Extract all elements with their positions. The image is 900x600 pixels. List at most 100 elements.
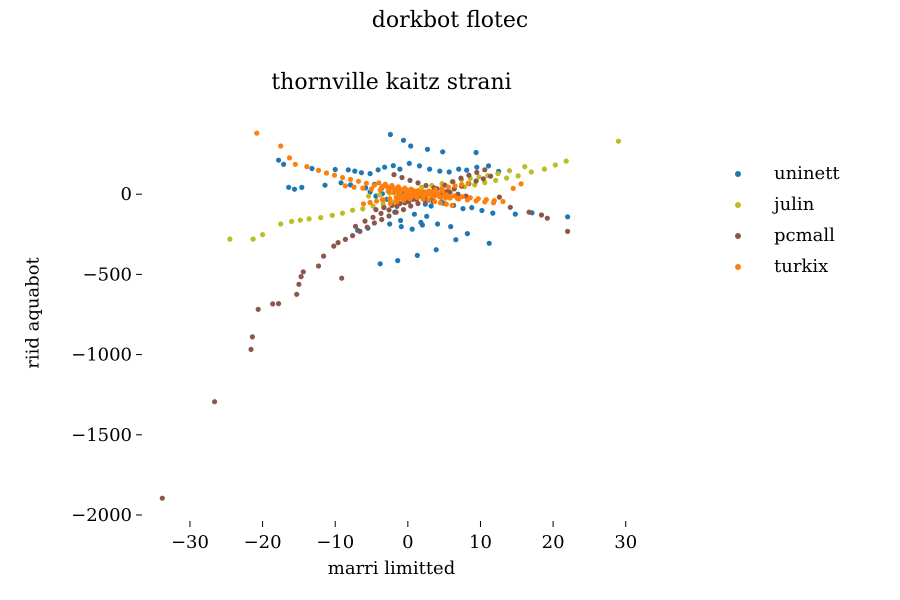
data-point — [398, 187, 404, 193]
legend-item-uninett: uninett — [726, 158, 840, 189]
data-point — [276, 301, 282, 307]
data-point — [431, 193, 437, 199]
data-point — [522, 164, 528, 170]
data-point — [395, 258, 401, 264]
legend-label: pcmall — [774, 225, 835, 246]
data-point — [544, 215, 550, 221]
data-point — [362, 218, 368, 224]
data-point — [474, 169, 480, 175]
data-point — [453, 237, 459, 243]
data-point — [270, 301, 276, 307]
legend-label: turkix — [774, 256, 829, 277]
data-point — [366, 193, 372, 199]
data-point — [440, 188, 446, 194]
data-point — [464, 167, 470, 173]
data-point — [432, 198, 438, 205]
data-point — [490, 200, 497, 206]
legend-item-turkix: turkix — [726, 251, 840, 282]
data-point — [429, 189, 435, 195]
legend-item-julin: julin — [726, 189, 840, 220]
data-point — [358, 170, 364, 176]
data-point — [405, 188, 411, 194]
data-point — [398, 224, 404, 230]
data-point — [437, 168, 443, 174]
data-point — [433, 189, 439, 195]
data-point — [473, 198, 479, 204]
data-point — [254, 130, 260, 136]
data-point — [289, 218, 295, 224]
data-point — [342, 236, 348, 242]
legend-label: julin — [774, 194, 815, 215]
data-point — [331, 172, 338, 178]
data-point — [294, 291, 300, 297]
legend-marker — [735, 201, 741, 208]
data-point — [472, 182, 478, 188]
data-point — [332, 166, 338, 173]
data-point — [364, 224, 370, 230]
data-point — [482, 199, 488, 205]
data-point — [456, 166, 462, 172]
data-point — [446, 169, 452, 175]
data-point — [322, 182, 328, 188]
data-point — [460, 206, 466, 212]
data-point — [352, 168, 358, 174]
data-point — [350, 207, 356, 213]
data-point — [465, 180, 471, 186]
data-point — [296, 281, 302, 287]
data-point — [433, 247, 439, 253]
data-point — [406, 160, 412, 166]
x-tick-label: −30 — [171, 532, 209, 553]
data-point — [485, 163, 492, 169]
data-point — [278, 221, 284, 227]
data-point — [370, 203, 376, 209]
data-point — [298, 274, 304, 280]
data-point — [403, 194, 409, 200]
data-point — [339, 174, 346, 181]
data-point — [381, 205, 387, 211]
y-tick-label: 0 — [121, 184, 132, 205]
y-axis-label: riid aquabot — [22, 257, 44, 369]
y-axis-ticks: −2000 −1500 −1000 −500 0 — [71, 184, 142, 526]
data-point — [315, 263, 322, 269]
data-points — [159, 130, 622, 501]
data-point — [368, 186, 375, 192]
data-point — [488, 173, 494, 179]
data-point — [415, 200, 421, 207]
data-point — [419, 184, 425, 190]
data-point — [286, 184, 292, 190]
data-point — [278, 143, 284, 149]
data-point — [538, 212, 545, 218]
data-point — [418, 219, 424, 225]
data-point — [563, 158, 569, 164]
data-point — [565, 214, 571, 220]
data-point — [443, 201, 449, 207]
data-point — [397, 166, 403, 172]
data-point — [374, 198, 380, 204]
data-point — [387, 221, 393, 227]
data-point — [339, 210, 346, 216]
data-point — [482, 167, 488, 173]
data-point — [260, 232, 266, 238]
data-point — [469, 205, 475, 211]
x-tick-label: 30 — [614, 532, 637, 553]
data-point — [512, 211, 518, 217]
data-point — [398, 217, 404, 224]
data-point — [387, 131, 393, 138]
data-point — [382, 164, 388, 170]
data-point — [449, 202, 455, 208]
data-point — [227, 236, 233, 242]
data-point — [504, 175, 510, 181]
data-point — [385, 188, 391, 194]
data-point — [323, 170, 330, 176]
data-point — [448, 194, 454, 200]
data-point — [411, 211, 417, 217]
data-point — [510, 185, 516, 191]
data-point — [476, 174, 482, 180]
data-point — [363, 180, 369, 186]
data-point — [331, 243, 337, 249]
data-point — [422, 190, 428, 196]
data-point — [416, 191, 422, 198]
data-point — [255, 306, 261, 312]
data-point — [440, 149, 446, 155]
data-point — [299, 184, 305, 190]
